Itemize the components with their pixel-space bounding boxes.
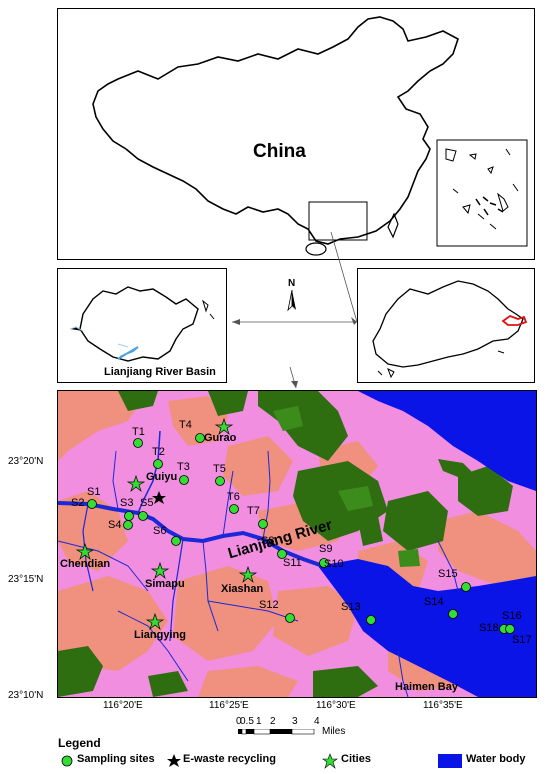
site-T2-marker[interactable] [153,459,163,469]
ewaste-site-star [152,491,166,504]
city-label: Guiyu [146,471,178,483]
city-label: Simapu [145,578,185,590]
china-outline: China [92,16,528,256]
site-label: S18 [479,622,499,634]
city-simapu-star[interactable] [150,561,170,580]
site-label: S12 [259,599,279,611]
city-liangying-star[interactable] [145,612,165,631]
scale-bar-graphic [238,729,315,735]
lat-tick: 23°10'N [8,690,44,701]
city-label: Xiashan [221,583,264,595]
sampling-site-icon [61,755,73,767]
lon-tick: 116°30'E [316,700,356,711]
site-label: S2 [71,497,85,509]
site-label: S5 [140,497,154,509]
china-map-panel: China [57,8,535,260]
legend: Sampling sites E-waste recycling Cities … [60,752,540,770]
guangdong-map [372,280,528,379]
scale-bar: 0 0.5 1 2 3 4 Miles [236,716,346,737]
site-T7-marker[interactable] [258,519,268,529]
basin-map [69,286,215,362]
site-label: S16 [502,610,522,622]
site-label: T6 [227,491,240,503]
site-label: T5 [213,463,226,475]
site-label: S4 [108,519,122,531]
china-title: China [253,141,306,162]
water-body-swatch [438,754,462,768]
lon-tick: 116°20'E [103,700,143,711]
basin-panel: Lianjiang River Basin [57,268,227,383]
city-label: Chendian [60,558,111,570]
site-S13-marker[interactable] [366,615,376,625]
site-S1-marker[interactable] [87,499,97,509]
landuse-layer [58,391,536,697]
site-label: S15 [438,568,458,580]
main-map: S1 S2 S3 S4 S5 S6 T7 S8 S9 S10 S11 S12 S… [57,390,537,698]
site-label: T2 [152,446,165,458]
bay-label: Haimen Bay [395,681,458,693]
site-label: S3 [120,497,134,509]
site-T3-marker[interactable] [179,475,189,485]
city-guiyu-star[interactable] [126,474,146,493]
connector-lines [232,231,358,389]
city-label: Liangying [134,629,186,641]
sampling-layer [75,417,515,634]
site-label: S13 [341,601,361,613]
site-S4-marker[interactable] [123,520,133,530]
site-S12-marker[interactable] [285,613,295,623]
site-label: T3 [177,461,190,473]
site-label: S9 [319,543,333,555]
city-chendian-star[interactable] [75,542,95,561]
site-S14-marker[interactable] [448,609,458,619]
site-label: S8 [261,535,275,547]
site-label: S14 [424,596,444,608]
city-star-icon [322,753,338,769]
site-S11-marker[interactable] [277,549,287,559]
guangdong-panel [357,268,535,383]
site-label: T4 [179,419,192,431]
site-S6-marker[interactable] [171,536,181,546]
site-label: T1 [132,426,145,438]
lat-tick: 23°15'N [8,574,44,585]
city-label: Gurao [204,432,237,444]
site-S3-marker[interactable] [124,511,134,521]
site-T4-marker[interactable] [195,433,205,443]
city-xiashan-star[interactable] [238,565,258,584]
site-label: T7 [247,505,260,517]
site-label: S10 [324,558,344,570]
legend-title: Legend [58,736,101,750]
site-label: S17 [512,634,532,646]
basin-title: Lianjiang River Basin [104,366,216,378]
compass-icon [287,290,296,312]
lon-tick: 116°35'E [423,700,463,711]
ewaste-icon [167,754,181,767]
site-label: S1 [87,486,101,498]
lat-tick: 23°20'N [8,456,44,467]
site-T5-marker[interactable] [215,476,225,486]
north-arrow: N [278,278,308,318]
site-S16-marker[interactable] [505,624,515,634]
city-gurao-star[interactable] [214,417,234,436]
site-label: S11 [283,557,302,569]
lon-tick: 116°25'E [209,700,249,711]
site-T1-marker[interactable] [133,438,143,448]
site-S9-marker[interactable] [319,558,329,568]
site-T6-marker[interactable] [229,504,239,514]
site-label: S6 [153,525,167,537]
site-S15-marker[interactable] [461,582,471,592]
site-S5-marker[interactable] [138,511,148,521]
